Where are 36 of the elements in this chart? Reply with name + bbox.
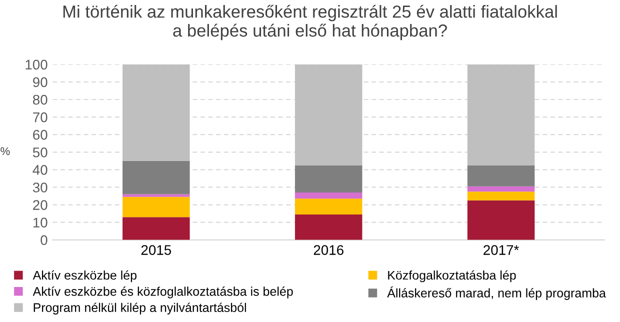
y-tick-label: 40 <box>32 165 48 175</box>
legend-label: Közfogalkoztatásba lép <box>388 270 516 282</box>
chart-title: Mi történik az munkakeresőként regisztrált 25 év alatti fiatalokkal a belépés utáni első hat hónapban? <box>63 4 557 40</box>
bar <box>122 196 190 218</box>
y-tick-label: 50 <box>32 147 48 158</box>
bar <box>294 165 362 193</box>
legend-label: Álláskereső marad, nem lép programba <box>387 286 606 300</box>
y-tick-label: 0 <box>40 235 48 246</box>
y-tick-label: 20 <box>33 200 48 210</box>
bar <box>294 64 362 166</box>
y-axis-title: % <box>0 147 10 156</box>
bar <box>122 160 190 194</box>
x-tick-label: 2017* <box>484 245 519 255</box>
bar <box>467 165 535 186</box>
bar <box>294 198 362 214</box>
legend-label: Aktív eszközbe és közfoglalkoztatásba is belép <box>32 286 293 298</box>
bar <box>467 186 535 192</box>
bar <box>467 64 535 166</box>
bar <box>467 200 535 240</box>
bar <box>294 214 362 240</box>
y-tick-label: 80 <box>32 94 48 105</box>
bar <box>467 192 535 200</box>
y-tick-label: 90 <box>33 77 48 88</box>
bar <box>122 64 190 161</box>
y-tick-label: 60 <box>33 130 48 140</box>
x-tick-label: 2015 <box>141 245 172 255</box>
bar <box>294 192 362 199</box>
y-tick-label: 10 <box>33 218 48 228</box>
legend-label: Aktív eszközbe lép <box>32 270 136 282</box>
x-tick-label: 2016 <box>314 245 344 255</box>
y-tick-label: 30 <box>32 182 48 192</box>
y-tick-label: 100 <box>26 60 48 70</box>
bar <box>122 194 190 197</box>
y-tick-label: 70 <box>33 112 48 122</box>
bar <box>122 217 190 240</box>
legend-label: Program nélkül kilép a nyilvántartásból <box>34 302 246 314</box>
